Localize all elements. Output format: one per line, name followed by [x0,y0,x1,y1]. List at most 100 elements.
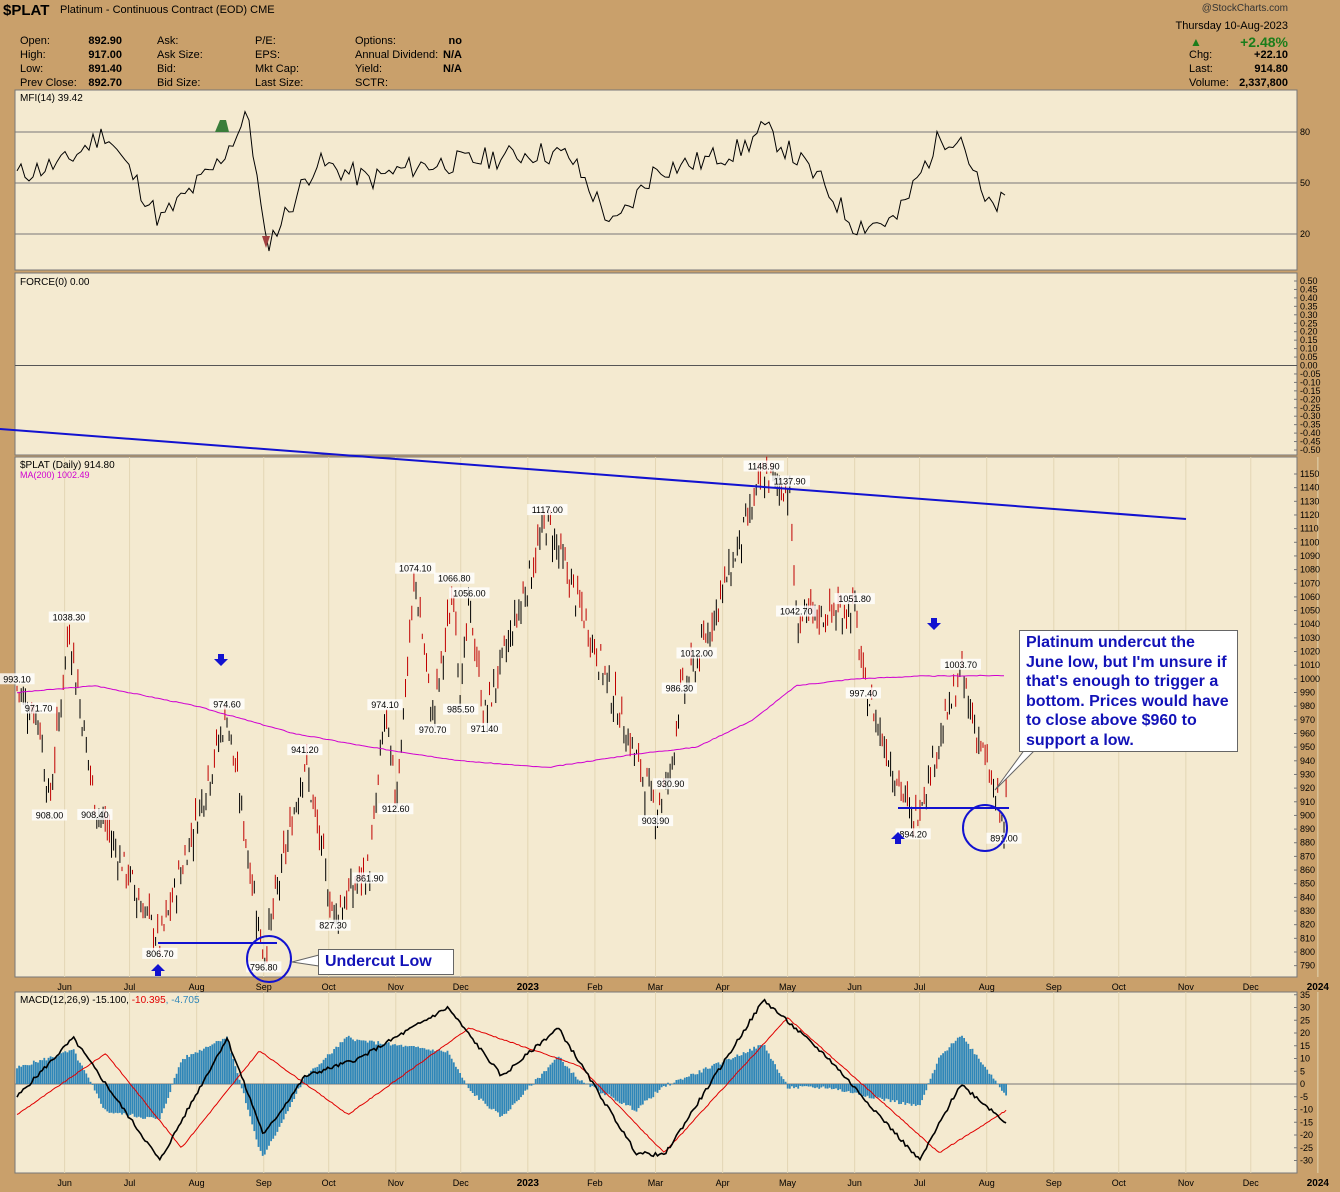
mfi-tick-label: 80 [1300,127,1310,137]
macd-hist-bar [524,1084,527,1091]
month-tick-label: Dec [1243,982,1260,992]
macd-hist-bar [150,1084,153,1118]
macd-hist-bar [969,1049,972,1084]
macd-hist-bar [971,1048,974,1084]
macd-hist-bar [137,1084,140,1117]
macd-tick-label: 35 [1300,990,1310,1000]
macd-hist-bar [322,1059,325,1084]
month-tick-label: Jun [57,982,72,992]
macd-hist-bar [70,1049,73,1084]
macd-hist-bar [896,1084,898,1101]
macd-hist-bar [385,1043,388,1084]
macd-hist-bar [973,1054,976,1084]
macd-hist-bar [660,1084,663,1088]
macd-hist-bar [963,1037,965,1084]
month-tick-label: Jul [124,1178,136,1188]
macd-hist-bar [58,1055,60,1084]
price-label-bg [395,562,436,574]
macd-hist-bar [133,1084,136,1117]
macd-tick-label: 25 [1300,1015,1310,1025]
macd-hist-bar [238,1079,241,1084]
prev-close-value: 892.70 [88,77,122,89]
up-arrow-icon [891,832,905,844]
macd-hist-bar [828,1084,831,1088]
volume-value: 2,337,800 [1239,77,1288,89]
macd-hist-bar [725,1059,728,1084]
macd-hist-bar [427,1049,430,1084]
macd-hist-bar [360,1040,363,1084]
macd-hist-bar [175,1073,178,1084]
macd-hist-bar [282,1084,285,1120]
macd-hist-bar [809,1084,812,1087]
price-label: $PLAT (Daily) 914.80 [20,460,115,471]
macd-hist-bar [375,1044,377,1084]
macd-hist-bar [299,1084,302,1088]
macd-hist-bar [539,1078,541,1084]
macd-hist-bar [161,1084,163,1114]
macd-hist-bar [253,1084,256,1132]
price-value-label: 930.90 [657,779,685,789]
macd-hist-bar [129,1084,132,1115]
month-tick-label: Sep [1046,1178,1062,1188]
month-tick-label: Dec [1243,1178,1260,1188]
macd-hist-bar [946,1050,949,1084]
price-tick-label: 1030 [1300,633,1320,643]
macd-hist-bar [944,1051,947,1084]
macd-tick-label: -5 [1300,1092,1308,1102]
month-tick-label: Aug [979,982,995,992]
macd-hist-bar [215,1041,218,1084]
macd-hist-bar [312,1068,314,1084]
macd-hist-bar [297,1084,300,1089]
macd-hist-bar [499,1084,501,1117]
macd-hist-bar [284,1084,287,1114]
macd-hist-bar [728,1058,730,1084]
macd-hist-bar [797,1084,800,1089]
macd-hist-bar [480,1084,482,1099]
macd-tick-label: 0 [1300,1079,1305,1089]
price-tick-label: 840 [1300,892,1315,902]
macd-hist-bar [310,1070,312,1084]
symbol-label: $PLAT [3,2,50,19]
macd-hist-bar [956,1037,959,1084]
macd-hist-bar [505,1084,508,1114]
macd-hist-bar [179,1062,182,1084]
price-value-label: 908.40 [81,810,109,820]
date-label: Thursday 10-Aug-2023 [1175,20,1288,32]
macd-hist-bar [51,1057,54,1084]
macd-hist-bar [444,1052,447,1084]
price-tick-label: 1110 [1300,524,1319,534]
month-tick-label: Mar [648,982,664,992]
macd-hist-bar [555,1057,558,1084]
subtitle-label: Platinum - Continuous Contract (EOD) CME [60,4,275,16]
macd-hist-bar [203,1048,205,1084]
macd-hist-bar [87,1077,90,1084]
macd-hist-bar [200,1050,203,1084]
macd-hist-bar [998,1084,1001,1088]
macd-hist-bar [43,1057,46,1084]
macd-hist-bar [156,1084,159,1119]
macd-hist-bar [259,1084,262,1151]
resistance-trendline [0,428,1187,520]
macd-hist-bar [429,1050,432,1084]
force-tick-label: 0.10 [1300,344,1318,354]
macd-hist-bar [509,1084,512,1110]
macd-hist-bar [719,1064,722,1084]
macd-hist-bar [795,1084,797,1088]
macd-hist-bar [686,1077,688,1084]
macd-hist-bar [68,1050,71,1084]
macd-tick-label: 20 [1300,1028,1310,1038]
month-tick-label: Apr [716,982,730,992]
month-tick-label: Jun [847,1178,862,1188]
macd-hist-bar [1005,1084,1007,1096]
price-label-bg [414,723,451,735]
price-label-bg [434,572,475,584]
last-label: Last: [1189,63,1213,75]
macd-hist-bar [22,1065,25,1084]
macd-hist-bar [171,1084,174,1085]
macd-hist-bar [845,1084,848,1092]
month-tick-label: Oct [1112,1178,1127,1188]
mfi-panel [14,89,1298,271]
macd-hist-bar [209,1045,212,1084]
force-tick-label: 0.25 [1300,318,1318,328]
macd-hist-bar [954,1040,957,1084]
